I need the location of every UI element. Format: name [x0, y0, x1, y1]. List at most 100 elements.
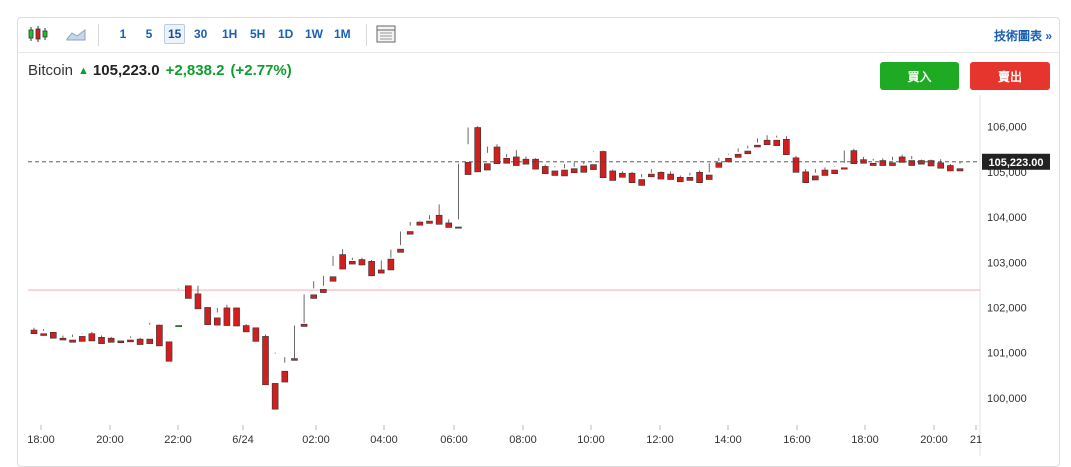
candle-body [474, 127, 481, 173]
candle-body [213, 317, 221, 326]
candle-body [638, 179, 645, 186]
y-tick-label: 106,000 [987, 122, 1027, 134]
price-change: +2,838.2 [165, 62, 225, 79]
candle-body [686, 176, 694, 181]
candle-body [763, 139, 771, 146]
last-price-tag [982, 153, 1050, 170]
candle-body [368, 261, 375, 277]
candle-body [619, 172, 626, 178]
candle-body [580, 165, 588, 173]
candle-body [628, 172, 636, 183]
table-icon[interactable] [375, 23, 397, 45]
chart-panel: 1 5 15 30 1H 5H 1D 1W 1M 技術圖表 » Bitcoin ▲ 105,22… [17, 17, 1060, 467]
buy-button[interactable]: 買入 [880, 62, 959, 90]
last-price-tag-label: 105,223.00 [988, 157, 1043, 169]
candle-body [40, 333, 47, 336]
x-tick-label: 08:00 [509, 434, 537, 446]
candle-body [445, 222, 453, 228]
candle-body [831, 169, 838, 174]
candle-body [754, 144, 761, 148]
candle-body [377, 269, 385, 274]
candle-body [947, 165, 954, 172]
candle-body [561, 169, 568, 177]
candle-body [88, 333, 96, 342]
candle-body [59, 337, 67, 341]
candle-body [898, 156, 906, 163]
candle-body [744, 150, 752, 155]
candle-body [493, 146, 501, 165]
x-tick-label: 20:00 [96, 434, 124, 446]
price-change-percent: (+2.77%) [230, 62, 292, 79]
candlestick-chart-icon[interactable] [26, 23, 50, 45]
candle-body [223, 307, 231, 326]
candle-body [117, 340, 125, 344]
timeframe-5[interactable]: 5 [145, 27, 153, 41]
y-tick-label: 103,000 [987, 257, 1027, 269]
candle-body [358, 259, 366, 266]
candle-body [204, 307, 211, 325]
sell-button[interactable]: 賣出 [970, 62, 1050, 90]
candle-body [310, 294, 318, 299]
area-chart-icon[interactable] [64, 23, 88, 45]
technical-chart-link[interactable]: 技術圖表 » [993, 29, 1052, 43]
timeframe-1w[interactable]: 1W [305, 27, 323, 41]
candle-body [175, 325, 182, 328]
candle-body [406, 231, 414, 235]
y-tick-label: 104,000 [987, 212, 1027, 224]
candle-body [869, 162, 877, 166]
candle-body [503, 157, 510, 164]
candle-body [271, 383, 279, 410]
quote-header: Bitcoin ▲ 105,223.0 +2,838.2 (+2.77%) [28, 62, 292, 79]
candle-body [455, 226, 462, 229]
candle-body [300, 323, 308, 327]
candle-body [541, 166, 549, 174]
candle-body [185, 285, 192, 299]
timeframe-5h[interactable]: 5H [250, 27, 266, 41]
toolbar-separator [98, 24, 99, 46]
candle-body [802, 171, 809, 183]
x-tick-label: 06:00 [440, 434, 468, 446]
y-tick-label: 100,000 [987, 393, 1027, 405]
candle-body [551, 170, 559, 176]
chart-toolbar: 1 5 15 30 1H 5H 1D 1W 1M 技術圖表 » [18, 18, 1059, 53]
x-tick-label: 16:00 [783, 434, 811, 446]
candle-body [107, 337, 115, 343]
candle-body [339, 254, 346, 270]
timeframe-1[interactable]: 1 [119, 27, 127, 41]
candle-body [242, 325, 250, 333]
timeframe-1m[interactable]: 1M [334, 27, 351, 41]
candle-body [918, 160, 925, 165]
candle-body [281, 370, 289, 383]
x-tick-label: 04:00 [370, 434, 398, 446]
candle-body [78, 336, 86, 342]
x-tick-label: 18:00 [27, 434, 55, 446]
timeframe-15[interactable]: 15 [164, 24, 186, 44]
candle-body [165, 341, 173, 362]
candle-body [821, 169, 829, 176]
candle-body [812, 175, 819, 181]
candle-body [599, 151, 607, 179]
candle-body [127, 339, 134, 343]
timeframe-30[interactable]: 30 [194, 27, 208, 41]
x-tick-label: 12:00 [646, 434, 674, 446]
candle-body [262, 336, 269, 386]
x-tick-label: 18:00 [851, 434, 879, 446]
candlestick-chart: 100,000 101,000 102,000 103,000 104,000 105,0… [27, 95, 1050, 456]
x-tick-label: 02:00 [302, 434, 330, 446]
candle-body [146, 338, 154, 344]
candle-body [609, 170, 617, 181]
candle-body [676, 176, 684, 183]
candle-body [320, 289, 327, 293]
candle-body [840, 167, 848, 170]
x-tick-label: 6/24 [232, 434, 253, 446]
candle-body [291, 358, 298, 361]
timeframe-1d[interactable]: 1D [278, 27, 294, 41]
candle-body [705, 174, 713, 180]
timeframe-1h[interactable]: 1H [222, 27, 238, 41]
y-tick-label: 101,000 [987, 348, 1027, 360]
candle-body [850, 150, 858, 165]
candle-body [532, 158, 539, 170]
toolbar-separator [366, 24, 367, 46]
candle-body [50, 332, 57, 339]
candle-body [252, 327, 260, 342]
